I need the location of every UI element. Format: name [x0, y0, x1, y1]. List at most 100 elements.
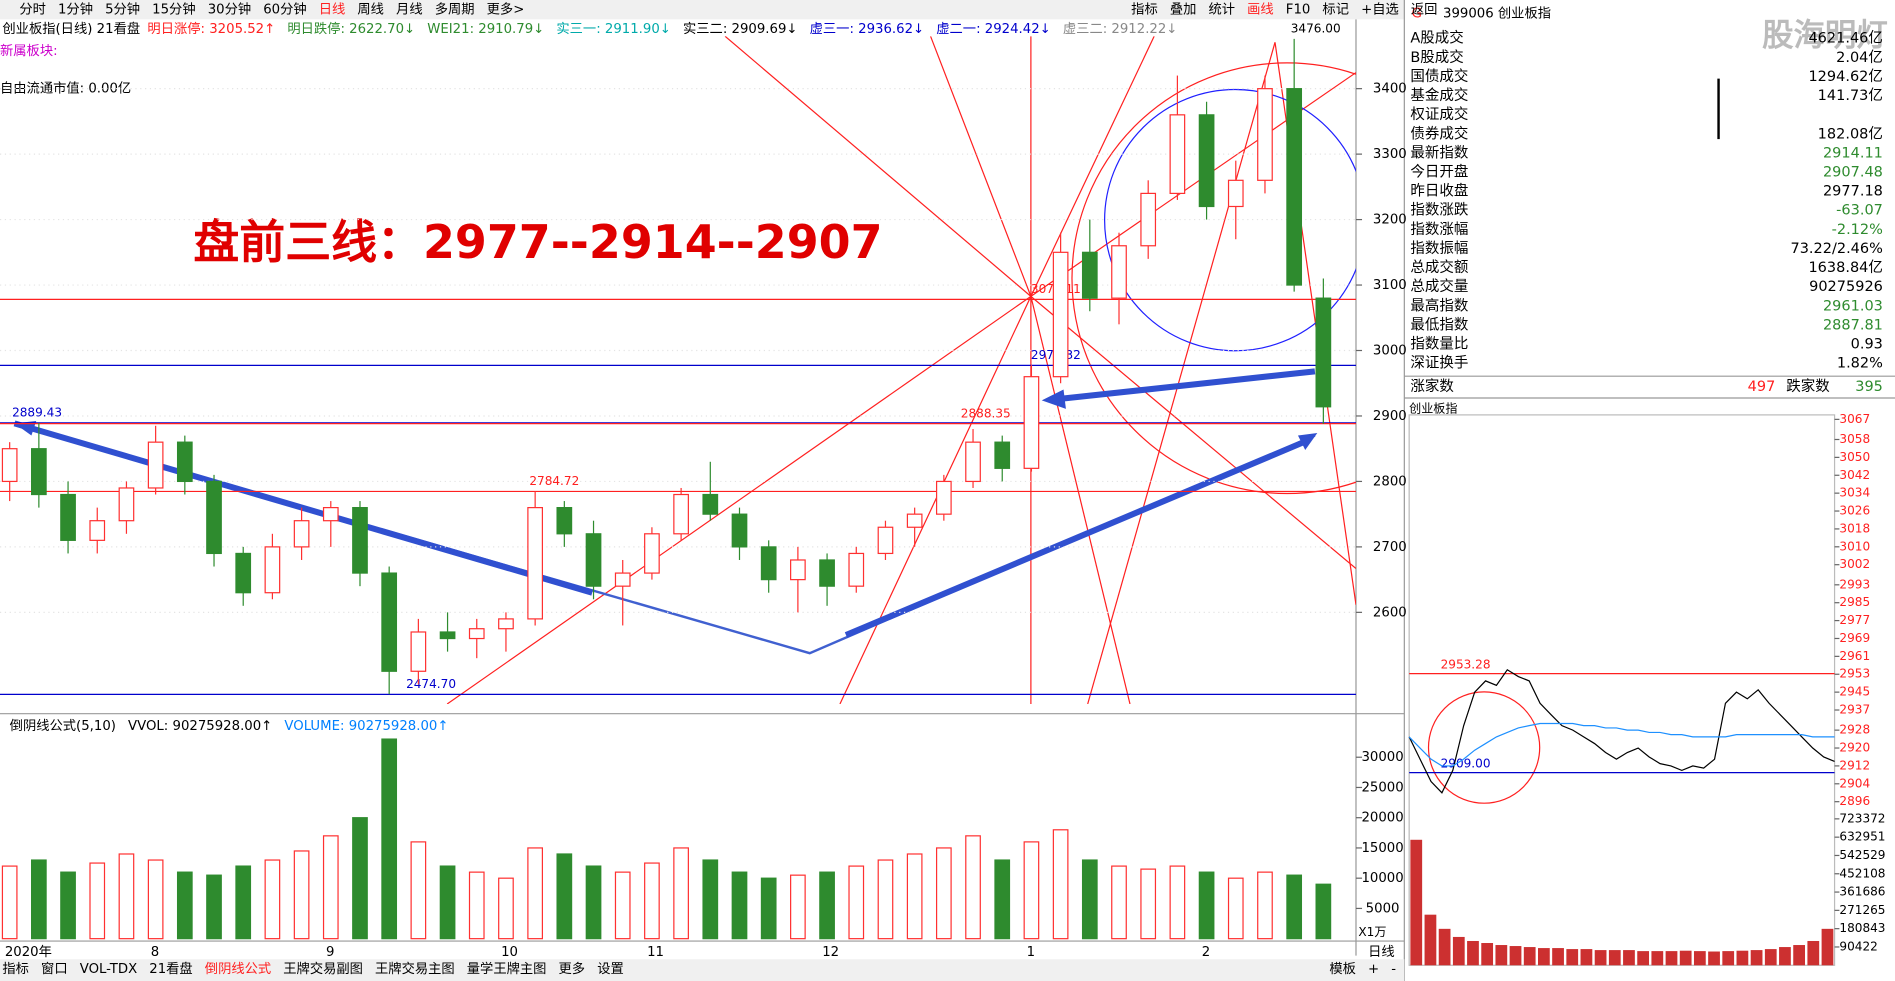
x-tick-label: 8 [151, 945, 159, 960]
level-label: 3476.00 [1291, 22, 1341, 36]
candle-body [1227, 179, 1244, 208]
drawing-circle [1104, 88, 1356, 352]
tab[interactable]: 指标 [1131, 2, 1158, 18]
volume-bar [760, 877, 777, 940]
bottom-tab[interactable]: 模板 [1329, 961, 1356, 977]
quote-label: 最低指数 [1410, 316, 1468, 333]
drawing-arrow [13, 420, 594, 596]
tab[interactable]: +自选 [1361, 2, 1399, 18]
y-tick-label: 271265 [1839, 903, 1885, 917]
quote-title: 399006 创业板指 [1443, 5, 1551, 21]
volume-bar [89, 862, 106, 940]
tab[interactable]: 多周期 [435, 1, 475, 18]
quote-value: 73.22/2.46% [1790, 241, 1882, 257]
tab[interactable]: 15分钟 [152, 1, 195, 18]
y-tick-label: 3042 [1839, 468, 1870, 482]
y-tick-label: 2945 [1839, 685, 1870, 699]
bottom-tab[interactable]: 倒阴线公式 [205, 961, 271, 977]
period-label: 日线 [1368, 944, 1395, 960]
tab[interactable]: 周线 [357, 2, 384, 18]
tab[interactable]: 画线 [1247, 2, 1274, 18]
candle-body [235, 552, 252, 594]
y-tick-label: 3400 [1373, 82, 1407, 97]
y-tick-label: 452108 [1839, 866, 1885, 880]
volume-bar [31, 859, 47, 940]
intraday-volume-bar [1821, 928, 1834, 966]
tab[interactable]: 月线 [396, 2, 423, 18]
y-tick-label: 5000 [1366, 901, 1400, 916]
tab[interactable]: 日线 [319, 2, 346, 18]
volume-bar [1140, 868, 1157, 940]
volume-bar [1023, 841, 1040, 940]
drawing-circle [1427, 691, 1541, 804]
level-label: 2888.35 [961, 406, 1011, 420]
tab[interactable]: 更多> [487, 1, 525, 18]
bottom-tab[interactable]: 王牌交易副图 [283, 960, 363, 977]
quote-label: 今日开盘 [1410, 162, 1468, 180]
tab[interactable]: 60分钟 [263, 1, 306, 18]
volume-bar [1169, 865, 1186, 940]
tab[interactable]: 30分钟 [208, 1, 251, 18]
y-tick-label: 632951 [1839, 830, 1885, 844]
note: 自由流通市值: 0.00亿 [0, 79, 131, 96]
tab[interactable]: 叠加 [1170, 2, 1197, 18]
y-tick-label: 3002 [1839, 557, 1870, 571]
bottom-tab[interactable]: 窗口 [41, 960, 68, 977]
bottom-tab[interactable]: VOL-TDX [80, 962, 137, 977]
intraday-volume-bar [1807, 940, 1820, 966]
candle-body [147, 441, 164, 489]
quote-value: 1.82% [1837, 356, 1883, 372]
y-tick-label: 2961 [1839, 649, 1870, 663]
bottom-tab[interactable]: - [1391, 962, 1396, 977]
quote-value: -63.07 [1836, 203, 1883, 219]
tab[interactable]: 5分钟 [105, 1, 140, 18]
y-tick-label: 10000 [1361, 871, 1403, 886]
volume-bar [60, 871, 76, 940]
y-tick-label: 2912 [1839, 758, 1870, 772]
tab[interactable]: 分时 [19, 2, 46, 18]
volume-bar [264, 859, 281, 940]
candle-body [1286, 88, 1303, 286]
candle-body [498, 618, 514, 630]
tab[interactable]: F10 [1286, 3, 1311, 18]
drawing-line [1030, 295, 1356, 569]
tab[interactable]: 返回 [1411, 2, 1438, 18]
chart-tag: 21看盘 [97, 20, 140, 37]
bottom-tab[interactable]: 量学王牌主图 [467, 960, 547, 977]
breadth-value: 497 [1748, 379, 1776, 395]
quote-value: 1638.84亿 [1808, 259, 1882, 276]
unit-label: X1万 [1358, 925, 1386, 939]
y-tick-label: 2977 [1839, 613, 1870, 627]
quote-value: 2887.81 [1823, 317, 1883, 333]
bottom-tab[interactable]: 王牌交易主图 [375, 960, 455, 977]
y-tick-label: 2700 [1373, 540, 1407, 555]
candle-body [848, 552, 865, 587]
intraday-volume-bar [1509, 946, 1522, 966]
bottom-tab[interactable]: 21看盘 [149, 960, 192, 977]
candle-body [790, 559, 806, 581]
breadth-label: 涨家数 [1410, 378, 1454, 395]
intraday-volume-bar [1708, 951, 1720, 966]
bottom-tab[interactable]: 更多 [559, 960, 586, 977]
drawing-line [930, 36, 1032, 297]
tab[interactable]: 标记 [1322, 2, 1349, 18]
arrow-head [14, 420, 37, 436]
y-tick-label: 3034 [1839, 486, 1870, 500]
bottom-tab[interactable]: 指标 [2, 961, 29, 977]
y-tick-label: 3058 [1839, 432, 1870, 446]
candle-body [819, 559, 835, 587]
bottom-tab[interactable]: + [1368, 962, 1379, 977]
intraday-volume-bar [1424, 914, 1437, 966]
header-item: 明日跌停: 2622.70↓ [287, 20, 415, 37]
candle-body [60, 493, 76, 541]
intraday-volume-bar [1779, 947, 1791, 966]
tab[interactable]: 统计 [1209, 2, 1236, 18]
y-tick-label: 2937 [1839, 703, 1870, 717]
volume-bar [498, 877, 514, 940]
quote-label: 权证成交 [1410, 105, 1468, 123]
tab[interactable]: 1分钟 [58, 1, 93, 18]
candle-body [1140, 192, 1157, 247]
y-tick-label: 361686 [1839, 885, 1885, 899]
candle-body [760, 546, 777, 581]
bottom-tab[interactable]: 设置 [597, 961, 624, 977]
